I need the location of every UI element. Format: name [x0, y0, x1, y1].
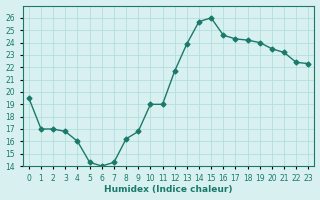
X-axis label: Humidex (Indice chaleur): Humidex (Indice chaleur)	[104, 185, 233, 194]
